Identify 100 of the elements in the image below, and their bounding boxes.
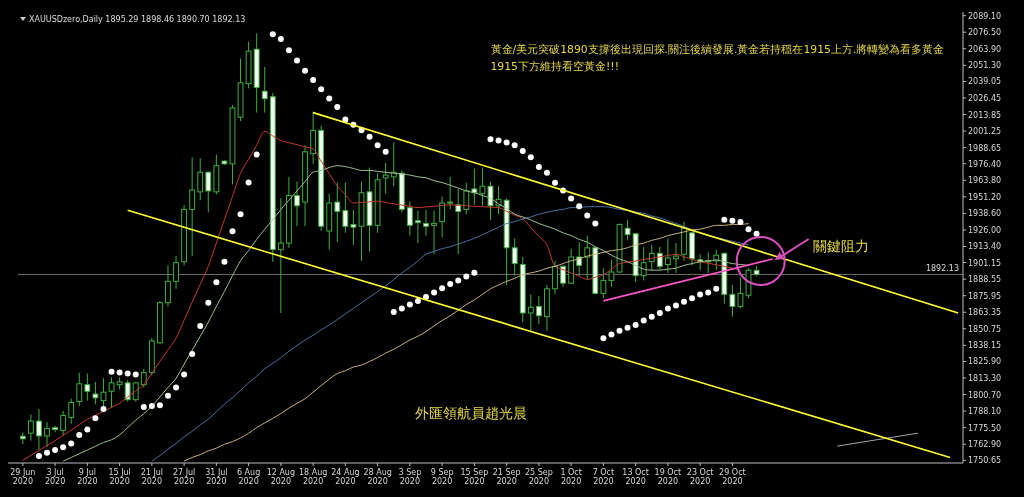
y-tick-label: 2001.25 xyxy=(968,127,1002,137)
candlestick xyxy=(664,237,671,274)
candlestick xyxy=(342,182,349,234)
ref-line-label: 1892.13 xyxy=(925,264,959,274)
y-tick-label: 1800.70 xyxy=(968,390,1002,400)
y-tick-label: 1850.75 xyxy=(968,324,1002,334)
candlestick xyxy=(189,156,196,257)
y-tick-label: 2089.10 xyxy=(968,11,1002,21)
candlestick xyxy=(334,182,341,243)
y-tick-label: 1901.15 xyxy=(968,258,1002,268)
x-tick-label: 9 Jul 2020 xyxy=(77,468,98,486)
x-tick-label: 25 Sep 2020 xyxy=(524,468,553,486)
y-tick-label: 1988.65 xyxy=(968,143,1002,153)
candlestick xyxy=(447,176,454,210)
candlestick xyxy=(205,170,212,213)
candlestick xyxy=(535,295,542,325)
y-tick-label: 2063.90 xyxy=(968,44,1002,54)
candlestick xyxy=(261,66,268,114)
y-tick-label: 1775.50 xyxy=(968,423,1002,433)
x-tick-label: 15 Sep 2020 xyxy=(460,468,489,486)
y-tick-label: 1750.65 xyxy=(968,456,1002,466)
candlestick xyxy=(350,209,357,246)
x-tick-label: 21 Sep 2020 xyxy=(492,468,521,486)
candlestick xyxy=(52,425,59,433)
candlestick xyxy=(76,372,83,407)
candlestick xyxy=(36,408,42,451)
candlestick xyxy=(729,284,736,318)
candlestick xyxy=(656,246,663,271)
candlestick xyxy=(27,414,34,442)
x-tick-label: 12 Aug 2020 xyxy=(266,468,296,486)
y-tick-label: 1976.40 xyxy=(968,159,1002,169)
x-tick-label: 3 Jul 2020 xyxy=(44,468,66,486)
candlestick xyxy=(423,209,429,237)
y-tick-label: 1913.40 xyxy=(968,242,1002,252)
candlestick xyxy=(439,196,446,238)
annotation: 關鍵阻力 xyxy=(812,237,869,254)
candlestick xyxy=(92,381,99,405)
candlestick xyxy=(382,162,389,195)
y-tick-label: 2026.45 xyxy=(968,93,1002,103)
y-tick-label: 2013.85 xyxy=(968,110,1002,120)
y-tick-label: 1788.10 xyxy=(968,407,1002,417)
annotation: 黃金/美元突破1890支撐後出現回探.關注後續發展.黃金若持穩在1915上方.將轉變為看多黃金 1915下方維持看空黃金!!! xyxy=(490,43,945,74)
candlestick xyxy=(463,182,470,215)
candlestick xyxy=(165,264,171,307)
x-tick-label: 1 Oct 2020 xyxy=(560,468,582,486)
candlestick xyxy=(673,242,679,274)
annotation: 外匯領航員趙光晨 xyxy=(414,405,527,421)
x-tick-label: 29 Oct 2020 xyxy=(719,468,746,486)
y-tick-label: 1938.60 xyxy=(968,209,1002,219)
y-tick-label: 2051.30 xyxy=(968,61,1002,71)
candlestick xyxy=(624,219,631,241)
x-tick-label: 31 Jul 2020 xyxy=(205,468,228,486)
x-tick-label: 15 Jul 2020 xyxy=(108,468,131,486)
y-tick-label: 1926.00 xyxy=(968,225,1002,235)
x-tick-label: 27 Jul 2020 xyxy=(172,468,196,486)
y-tick-label: 1762.90 xyxy=(968,440,1002,450)
y-tick-label: 2076.50 xyxy=(968,28,1002,38)
candlestick xyxy=(527,293,534,332)
candlestick xyxy=(576,241,583,277)
y-tick-label: 1875.95 xyxy=(968,291,1002,301)
candlestick xyxy=(44,421,50,448)
candlestick xyxy=(560,264,566,288)
candlestick xyxy=(584,235,591,280)
x-tick-label: 9 Sep 2020 xyxy=(430,468,454,486)
candlestick xyxy=(415,210,421,244)
y-tick-label: 1963.80 xyxy=(968,176,1002,186)
y-tick-label: 1838.15 xyxy=(968,341,1002,351)
candlestick xyxy=(197,157,204,201)
y-tick-label: 1863.35 xyxy=(968,308,1002,318)
x-tick-label: 21 Jul 2020 xyxy=(140,468,164,486)
x-tick-label: 19 Oct 2020 xyxy=(654,468,682,486)
candlestick xyxy=(277,197,284,314)
candlestick xyxy=(600,267,607,299)
candlestick xyxy=(68,398,75,425)
candlestick xyxy=(108,376,115,409)
candlestick xyxy=(60,410,67,437)
candlestick xyxy=(294,181,300,227)
candlestick xyxy=(431,210,437,255)
candlestick xyxy=(552,260,558,295)
y-tick-label: 1813.30 xyxy=(968,374,1002,383)
y-tick-label: 1825.90 xyxy=(968,357,1002,367)
line-series xyxy=(836,432,919,447)
candlestick xyxy=(173,255,179,290)
chart-title: XAUUSDzero,Daily 1895.29 1898.46 1890.70 1892.13 xyxy=(29,15,246,24)
x-tick-label: 6 Aug 2020 xyxy=(236,468,261,486)
candlestick xyxy=(310,111,317,165)
x-tick-label: 24 Aug 2020 xyxy=(331,468,360,486)
line-series xyxy=(22,130,741,461)
candlestick xyxy=(511,237,518,277)
x-tick-label: 13 Oct 2020 xyxy=(622,468,649,486)
y-tick-label: 1888.55 xyxy=(968,275,1002,285)
x-tick-label: 7 Oct 2020 xyxy=(592,468,615,486)
x-tick-label: 28 Aug 2020 xyxy=(363,468,392,486)
candlestick xyxy=(84,373,91,402)
y-tick-label: 1951.20 xyxy=(968,192,1002,202)
x-tick-label: 18 Aug 2020 xyxy=(298,468,328,486)
y-tick-label: 2039.05 xyxy=(968,77,1002,87)
x-tick-label: 29 Jun 2020 xyxy=(10,468,36,486)
x-tick-label: 3 Sep 2020 xyxy=(398,468,422,486)
candlestick xyxy=(640,246,647,281)
